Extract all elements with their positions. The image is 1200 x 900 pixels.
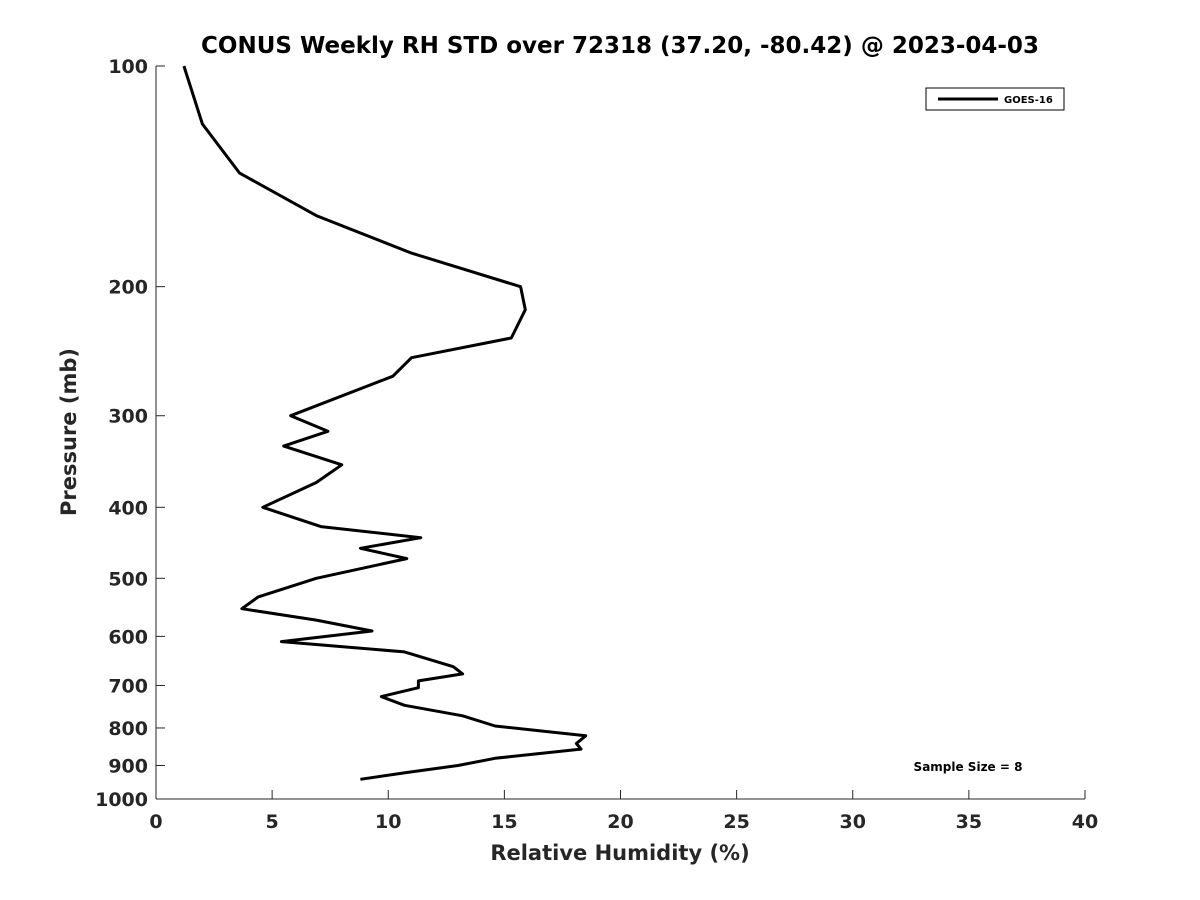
y-tick-label: 500 bbox=[108, 568, 148, 590]
y-tick-label: 300 bbox=[108, 406, 148, 428]
x-tick-label: 20 bbox=[607, 811, 633, 833]
x-tick-label: 30 bbox=[840, 811, 866, 833]
x-tick-label: 25 bbox=[723, 811, 749, 833]
x-tick-label: 40 bbox=[1072, 811, 1098, 833]
y-tick-label: 1000 bbox=[95, 789, 148, 811]
series-layer bbox=[182, 65, 588, 781]
x-axis-title: Relative Humidity (%) bbox=[490, 841, 749, 865]
x-tick-label: 10 bbox=[375, 811, 401, 833]
x-tick-label: 5 bbox=[266, 811, 279, 833]
y-tick-label: 800 bbox=[108, 718, 148, 740]
chart-title: CONUS Weekly RH STD over 72318 (37.20, -… bbox=[201, 33, 1039, 59]
y-tick-label: 600 bbox=[108, 626, 148, 648]
plot-area bbox=[155, 66, 1085, 800]
series-line-goes-16 bbox=[182, 65, 588, 781]
legend-label: GOES-16 bbox=[1004, 95, 1053, 106]
x-tick-label: 15 bbox=[491, 811, 517, 833]
y-tick-label: 900 bbox=[108, 755, 148, 777]
sample-size-annotation: Sample Size = 8 bbox=[914, 760, 1023, 774]
legend: GOES-16 bbox=[925, 87, 1065, 111]
x-tick-label: 0 bbox=[149, 811, 162, 833]
x-axis: 0 5 10 15 20 25 30 35 40 bbox=[149, 790, 1098, 833]
y-tick-label: 100 bbox=[108, 56, 148, 78]
x-tick-label: 35 bbox=[956, 811, 982, 833]
y-tick-label: 700 bbox=[108, 675, 148, 697]
y-axis: 100 200 300 400 500 600 700 800 900 1000 bbox=[95, 56, 165, 811]
y-tick-label: 200 bbox=[108, 277, 148, 299]
y-axis-title: Pressure (mb) bbox=[57, 348, 81, 516]
y-tick-label: 400 bbox=[108, 497, 148, 519]
